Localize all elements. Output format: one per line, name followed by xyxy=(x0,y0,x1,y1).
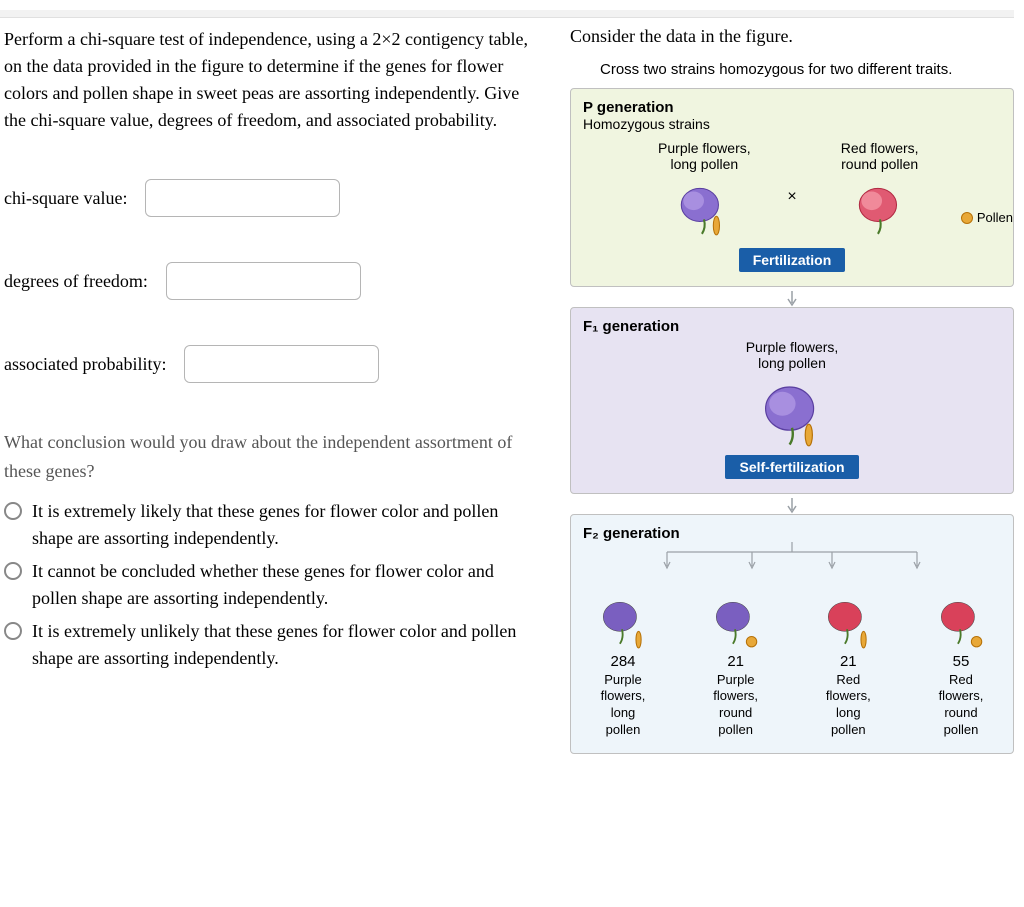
f1-generation-label: F₁ generation xyxy=(583,318,1001,335)
purple-flower-icon xyxy=(673,176,735,238)
p-generation-sublabel: Homozygous strains xyxy=(583,116,710,132)
f1-generation-panel: F₁ generation Purple flowers, long polle… xyxy=(570,307,1014,494)
f2-line4: pollen xyxy=(696,722,776,739)
prob-input[interactable] xyxy=(184,345,379,383)
f2-phenotype-2: 21Redflowers,longpollen xyxy=(808,590,888,739)
question-text: Perform a chi-square test of independenc… xyxy=(4,26,540,134)
f2-phenotype-row: 284Purpleflowers,longpollen21Purpleflowe… xyxy=(583,590,1001,739)
f2-line4: pollen xyxy=(921,722,1001,739)
p-left-line2: long pollen xyxy=(670,156,738,172)
input-group-chi-square: chi-square value: xyxy=(4,179,540,217)
chi-square-label: chi-square value: xyxy=(4,188,127,209)
figure-subtitle: Cross two strains homozygous for two dif… xyxy=(600,61,1014,78)
p-right-line1: Red flowers, xyxy=(841,140,919,156)
p-generation-row: Purple flowers, long pollen × Red flower… xyxy=(583,140,1001,238)
sub-question-text: What conclusion would you draw about the… xyxy=(4,428,540,486)
pollen-label-text: Pollen xyxy=(977,210,1013,225)
radio-label-1: It cannot be concluded whether these gen… xyxy=(32,558,540,612)
f2-line2: flowers, xyxy=(921,688,1001,705)
f2-count: 21 xyxy=(696,652,776,672)
dof-input[interactable] xyxy=(166,262,361,300)
radio-circle-icon xyxy=(4,562,22,580)
radio-label-2: It is extremely unlikely that these gene… xyxy=(32,618,540,672)
dof-label: degrees of freedom: xyxy=(4,271,148,292)
p-right-phenotype: Red flowers, round pollen xyxy=(815,140,945,238)
f2-line1: Red xyxy=(808,672,888,689)
top-bar xyxy=(0,10,1014,18)
flower-icon xyxy=(708,594,764,650)
f2-line2: flowers, xyxy=(696,688,776,705)
radio-option-1[interactable]: It cannot be concluded whether these gen… xyxy=(4,558,540,612)
radio-option-0[interactable]: It is extremely likely that these genes … xyxy=(4,498,540,552)
f2-phenotype-0: 284Purpleflowers,longpollen xyxy=(583,590,663,739)
input-group-dof: degrees of freedom: xyxy=(4,262,540,300)
f2-phenotype-3: 55Redflowers,roundpollen xyxy=(921,590,1001,739)
branch-diagram-icon xyxy=(622,542,962,572)
f2-line1: Purple xyxy=(583,672,663,689)
f2-line3: long xyxy=(808,705,888,722)
flower-icon xyxy=(933,594,989,650)
f2-line2: flowers, xyxy=(808,688,888,705)
p-generation-label: P generation xyxy=(583,99,674,116)
p-left-phenotype: Purple flowers, long pollen xyxy=(639,140,769,238)
main-container: Perform a chi-square test of independenc… xyxy=(0,26,1014,760)
f2-generation-label: F₂ generation xyxy=(583,525,1001,542)
flower-icon xyxy=(595,594,651,650)
f1-desc-line1: Purple flowers, xyxy=(746,339,839,355)
radio-circle-icon xyxy=(4,622,22,640)
chi-square-input[interactable] xyxy=(145,179,340,217)
f2-line4: pollen xyxy=(808,722,888,739)
f2-line4: pollen xyxy=(583,722,663,739)
p-generation-panel: P generation Homozygous strains Purple f… xyxy=(570,88,1014,287)
flower-icon xyxy=(820,594,876,650)
f2-line3: long xyxy=(583,705,663,722)
cross-symbol: × xyxy=(787,188,796,206)
f2-generation-panel: F₂ generation 284Purpleflowers,longpolle… xyxy=(570,514,1014,754)
f2-count: 284 xyxy=(583,652,663,672)
f2-count: 55 xyxy=(921,652,1001,672)
pollen-dot-icon xyxy=(961,212,973,224)
p-right-line2: round pollen xyxy=(841,156,918,172)
radio-circle-icon xyxy=(4,502,22,520)
figure-title: Consider the data in the figure. xyxy=(570,26,1014,47)
radio-label-0: It is extremely likely that these genes … xyxy=(32,498,540,552)
f2-count: 21 xyxy=(808,652,888,672)
pollen-legend: Pollen xyxy=(961,210,1013,225)
purple-flower-icon xyxy=(756,375,828,447)
right-column: Consider the data in the figure. Cross t… xyxy=(570,26,1014,760)
self-fertilization-badge: Self-fertilization xyxy=(725,455,858,479)
f1-desc-line2: long pollen xyxy=(758,355,826,371)
left-column: Perform a chi-square test of independenc… xyxy=(0,26,540,760)
red-flower-icon xyxy=(849,176,911,238)
f2-line3: round xyxy=(921,705,1001,722)
fertilization-badge: Fertilization xyxy=(739,248,846,272)
prob-label: associated probability: xyxy=(4,354,166,375)
p-left-line1: Purple flowers, xyxy=(658,140,751,156)
f2-line2: flowers, xyxy=(583,688,663,705)
f2-line3: round xyxy=(696,705,776,722)
f2-line1: Red xyxy=(921,672,1001,689)
f2-line1: Purple xyxy=(696,672,776,689)
input-group-prob: associated probability: xyxy=(4,345,540,383)
f2-phenotype-1: 21Purpleflowers,roundpollen xyxy=(696,590,776,739)
radio-option-2[interactable]: It is extremely unlikely that these gene… xyxy=(4,618,540,672)
